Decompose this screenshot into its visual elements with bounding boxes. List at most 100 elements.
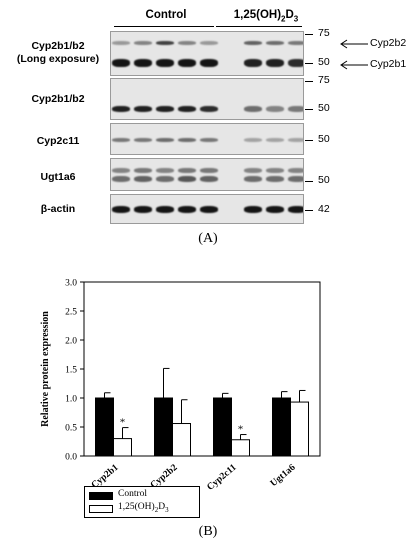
blot-band [156, 176, 174, 182]
blot-image-cyp2c11 [110, 123, 304, 155]
blot-band [200, 176, 218, 182]
blot-band [178, 59, 196, 67]
mw-tick-50c [305, 140, 313, 141]
group-label-treatment: 1,25(OH)2D3 [233, 9, 299, 24]
blot-band [156, 59, 174, 67]
blot-band [200, 168, 218, 173]
blot-band [288, 106, 303, 112]
blot-band [178, 138, 196, 142]
mw-marker-50b: 50 [318, 102, 330, 114]
blot-label-cyp2b-long: Cyp2b1/b2 (Long exposure) [16, 40, 100, 65]
y-tick-label: 0.5 [65, 424, 77, 434]
mw-tick-50b [305, 109, 313, 110]
significance-marker: * [120, 417, 126, 429]
blot-band [266, 138, 284, 142]
blot-band [222, 138, 240, 142]
arrow-label-cyp2b2: Cyp2b2 [370, 37, 407, 49]
blot-label-cyp2c11: Cyp2c11 [36, 135, 80, 147]
legend-label-control: Control [118, 489, 148, 499]
mw-marker-50d: 50 [318, 174, 330, 186]
blot-band [222, 206, 240, 213]
blot-band [222, 176, 240, 182]
blot-band [288, 206, 303, 213]
blot-image-cyp2b-long [110, 31, 304, 76]
blot-band [266, 106, 284, 112]
arrow-left-icon [340, 60, 368, 70]
mw-tick-75b [305, 81, 313, 82]
blot-band [134, 176, 152, 182]
blot-band [266, 59, 284, 67]
group-line-control [114, 26, 214, 28]
blot-band [178, 176, 196, 182]
bar-treatment-ugt1a6 [290, 401, 309, 457]
blot-band [200, 59, 218, 67]
blot-band [134, 138, 152, 142]
legend-swatch-treatment [89, 505, 113, 513]
bar-treatment-cyp2b1 [113, 438, 132, 457]
mw-marker-50a: 50 [318, 56, 330, 68]
blot-band [244, 206, 262, 213]
blot-band [200, 206, 218, 213]
blot-label-cyp2b: Cyp2b1/b2 [31, 93, 85, 105]
mw-marker-50c: 50 [318, 133, 330, 145]
x-tick-label-cyp2c11: Cyp2c11 [205, 463, 238, 490]
blot-label-beta-actin: β-actin [40, 203, 76, 215]
y-axis-label: Relative protein expression [40, 311, 51, 427]
blot-band [134, 206, 152, 213]
blot-image-ugt1a6 [110, 158, 304, 191]
bar-control-cyp2c11 [213, 397, 232, 457]
blot-band [178, 206, 196, 213]
blot-band [156, 168, 174, 173]
blot-band [288, 176, 303, 182]
blot-label-ugt1a6: Ugt1a6 [40, 171, 76, 183]
blot-band [112, 59, 130, 67]
blot-band [134, 106, 152, 112]
mw-marker-75a: 75 [318, 27, 330, 39]
bar-control-cyp2b2 [154, 397, 173, 457]
blot-band [244, 41, 262, 45]
blot-band [244, 106, 262, 112]
blot-band [112, 176, 130, 182]
group-label-control: Control [145, 9, 187, 21]
blot-band [112, 41, 130, 45]
blot-band [244, 168, 262, 173]
y-tick-label: 1.0 [65, 395, 77, 405]
blot-band [266, 168, 284, 173]
blot-band [178, 106, 196, 112]
blot-band [156, 206, 174, 213]
blot-band [244, 59, 262, 67]
blot-band [244, 138, 262, 142]
blot-band [222, 41, 240, 45]
y-tick-label: 3.0 [65, 279, 77, 289]
legend-swatch-control [89, 492, 113, 500]
bar-control-ugt1a6 [272, 397, 291, 457]
blot-band [178, 168, 196, 173]
mw-tick-42 [305, 210, 313, 211]
bar-chart: 0.0 0.5 1.0 1.5 2.0 2.5 3.0 Relative protein ex… [40, 279, 321, 490]
legend: Control 1,25(OH)2D3 [84, 486, 200, 518]
blot-band [244, 176, 262, 182]
y-tick-label: 1.5 [65, 366, 77, 376]
blot-band [156, 41, 174, 45]
blot-band [222, 168, 240, 173]
blot-band [134, 41, 152, 45]
blot-image-cyp2b [110, 78, 304, 120]
blot-band [288, 41, 303, 45]
mw-tick-50d [305, 181, 313, 182]
blot-band [266, 176, 284, 182]
blot-band [178, 41, 196, 45]
blot-band [112, 106, 130, 112]
y-tick-label: 2.5 [65, 308, 77, 318]
mw-tick-50a [305, 63, 313, 64]
legend-label-treatment: 1,25(OH)2D3 [118, 502, 169, 514]
blot-band [266, 206, 284, 213]
caption-b: (B) [198, 524, 218, 539]
blot-band [288, 138, 303, 142]
arrow-label-cyp2b1: Cyp2b1 [370, 58, 407, 70]
blot-band [288, 59, 303, 67]
y-tick-label: 0.0 [65, 453, 77, 463]
blot-band [222, 106, 240, 112]
significance-marker: * [238, 424, 244, 436]
blot-band [156, 106, 174, 112]
blot-band [266, 41, 284, 45]
